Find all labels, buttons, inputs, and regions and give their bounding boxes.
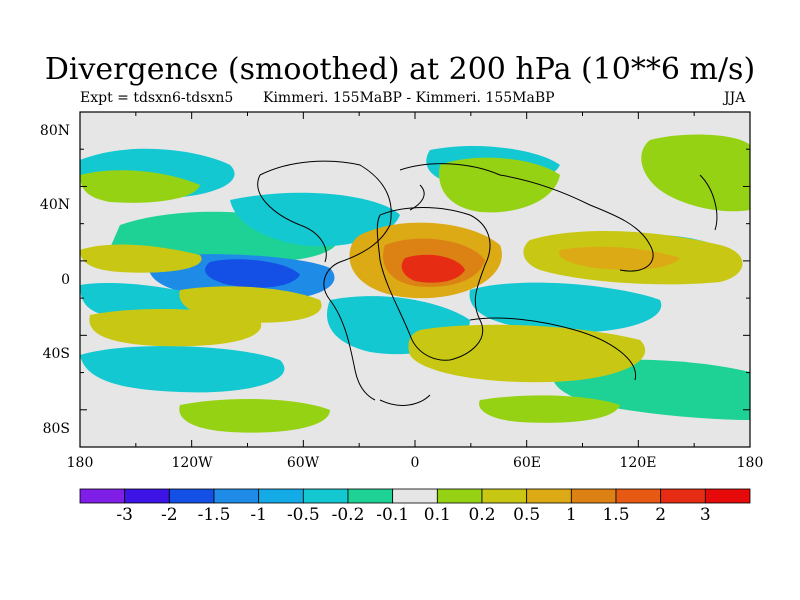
coastline-segment (699, 174, 718, 231)
colorbar-swatch (570, 488, 617, 504)
lon-tick-120e: 120E (619, 455, 657, 471)
lon-tick-60e: 60E (512, 455, 542, 471)
lon-tick-0: 0 (410, 455, 420, 471)
experiment-label: Expt = tdsxn6-tdsxn5 (80, 90, 234, 106)
lat-tick-80n: 80N (39, 123, 70, 139)
pos-region-antarctic (179, 398, 330, 433)
colorbar-label: 1 (565, 505, 577, 525)
coastlines (257, 160, 718, 406)
season-label: JJA (724, 90, 746, 106)
lat-tick-80s: 80S (42, 421, 70, 437)
lon-tick-180e: 180 (736, 455, 764, 471)
colorbar-label: 1.5 (602, 505, 630, 525)
neg-region-southern (80, 345, 285, 393)
pos-region-s-africa (408, 324, 646, 383)
colorbar-label: -1.5 (197, 505, 231, 525)
coastline-segment (379, 394, 431, 406)
colorbar-swatch (79, 488, 126, 504)
lon-tick-120w: 120W (171, 455, 213, 471)
lat-tick-0: 0 (61, 272, 70, 288)
colorbar-label: 0.5 (513, 505, 541, 525)
colorbar-label: -1 (250, 505, 267, 525)
colorbar-label: -0.5 (286, 505, 320, 525)
colorbar-swatch (213, 488, 260, 504)
colorbar (79, 488, 751, 504)
neg-region-indian (469, 282, 662, 333)
coastline-segment (259, 160, 392, 401)
pos-region-south (479, 395, 620, 423)
colorbar-swatch (615, 488, 662, 504)
pos-region-sh-mid (89, 308, 262, 347)
neg-region-wpac-south (80, 283, 202, 318)
colorbar-swatch (704, 488, 751, 504)
colorbar-swatch (124, 488, 170, 504)
lat-tick-40s: 40S (42, 346, 70, 362)
coastline-segment (399, 163, 654, 272)
colorbar-label: 2 (655, 505, 667, 525)
pos-region-europe (439, 157, 560, 213)
colorbar-swatch (660, 488, 706, 504)
colorbar-swatch (258, 488, 304, 504)
colorbar-swatch (392, 488, 438, 504)
colorbar-label: -0.2 (331, 505, 365, 525)
coastline-segment (257, 174, 327, 263)
colorbar-label: 3 (699, 505, 711, 525)
pos-region-ne-asia (641, 134, 750, 212)
colorbar-swatch (526, 488, 572, 504)
axis-ticks (79, 111, 751, 448)
neg-region-natl (230, 192, 400, 247)
colorbar-label: 0.1 (423, 505, 451, 525)
map-title: Divergence (smoothed) at 200 hPa (10**6 … (44, 52, 756, 87)
lat-tick-40n: 40N (39, 197, 70, 213)
colorbar-swatch (436, 488, 483, 504)
lon-tick-180w: 180 (66, 455, 94, 471)
coastline-segment (376, 207, 491, 361)
pos-region-npac (80, 170, 200, 203)
lon-tick-60w: 60W (286, 455, 320, 471)
colorbar-swatch (481, 488, 528, 504)
colorbar-label: 0.2 (468, 505, 496, 525)
period-label: Kimmeri. 155MaBP - Kimmeri. 155MaBP (263, 90, 555, 106)
coastline-segment (409, 184, 425, 211)
colorbar-swatch (302, 488, 349, 504)
divergence-field (80, 134, 750, 433)
colorbar-swatch (347, 488, 394, 504)
pos-max-africa (401, 254, 465, 283)
neg-core-eq-pac (205, 259, 300, 288)
colorbar-label: -2 (161, 505, 178, 525)
colorbar-label: -0.1 (376, 505, 410, 525)
colorbar-swatch (168, 488, 215, 504)
colorbar-label: -3 (116, 505, 133, 525)
coastline-segment (469, 317, 636, 381)
pos-region-west-eq (80, 244, 202, 273)
